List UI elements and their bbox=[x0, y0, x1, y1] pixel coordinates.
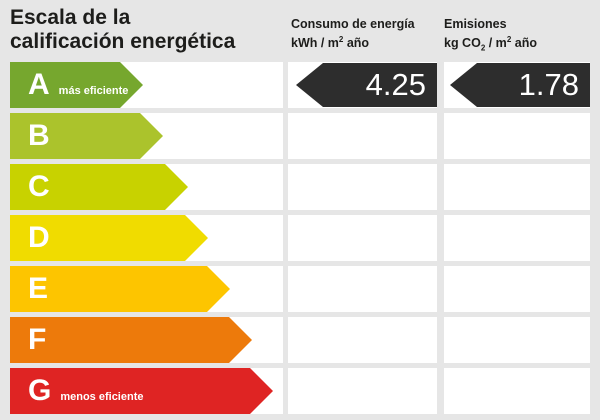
rating-row-d: D bbox=[10, 215, 590, 261]
consumo-cell-d bbox=[288, 215, 437, 261]
emisiones-column-title: Emisiones bbox=[444, 17, 507, 31]
rating-arrow-g: G menos eficiente bbox=[10, 368, 273, 414]
consumo-cell-f bbox=[288, 317, 437, 363]
emisiones-value-arrow: 1.78 bbox=[450, 63, 590, 107]
rating-letter-g: G bbox=[28, 374, 52, 407]
emisiones-column-unit: kg CO2 / m2 año bbox=[444, 35, 537, 53]
emisiones-cell-a: 1.78 bbox=[444, 62, 590, 108]
consumo-value: 4.25 bbox=[365, 67, 426, 102]
rating-note-a: más eficiente bbox=[58, 85, 129, 97]
scale-cell-e: E bbox=[10, 266, 283, 312]
emisiones-cell-d bbox=[444, 215, 590, 261]
rating-row-f: F bbox=[10, 317, 590, 363]
page-title-line2: calificación energética bbox=[10, 30, 236, 53]
emisiones-cell-f bbox=[444, 317, 590, 363]
scale-cell-g: G menos eficiente bbox=[10, 368, 283, 414]
rating-row-b: B bbox=[10, 113, 590, 159]
rating-arrow-b: B bbox=[10, 113, 163, 159]
emisiones-cell-b bbox=[444, 113, 590, 159]
rating-letter-b: B bbox=[28, 119, 50, 152]
rating-row-c: C bbox=[10, 164, 590, 210]
rating-row-a: A más eficiente 4.25 1.78 bbox=[10, 62, 590, 108]
rating-letter-e: E bbox=[28, 272, 49, 305]
rating-letter-c: C bbox=[28, 170, 50, 203]
rating-letter-f: F bbox=[28, 323, 47, 356]
rating-note-g: menos eficiente bbox=[60, 391, 144, 403]
emisiones-cell-g bbox=[444, 368, 590, 414]
consumo-value-arrow: 4.25 bbox=[296, 63, 437, 107]
scale-cell-c: C bbox=[10, 164, 283, 210]
rating-arrow-d: D bbox=[10, 215, 208, 261]
page-title-line1: Escala de la bbox=[10, 6, 131, 29]
scale-cell-f: F bbox=[10, 317, 283, 363]
scale-cell-d: D bbox=[10, 215, 283, 261]
consumo-cell-c bbox=[288, 164, 437, 210]
emisiones-column-header: Emisiones kg CO2 / m2 año bbox=[444, 17, 537, 56]
consumo-cell-a: 4.25 bbox=[288, 62, 437, 108]
page-title: Escala de la calificación energética bbox=[10, 6, 235, 54]
rating-row-g: G menos eficiente bbox=[10, 368, 590, 414]
emisiones-cell-e bbox=[444, 266, 590, 312]
consumo-cell-e bbox=[288, 266, 437, 312]
rating-letter-d: D bbox=[28, 221, 50, 254]
emisiones-value: 1.78 bbox=[518, 67, 579, 102]
rating-table: A más eficiente 4.25 1.78 B bbox=[10, 62, 590, 419]
scale-cell-a: A más eficiente bbox=[10, 62, 283, 108]
emisiones-cell-c bbox=[444, 164, 590, 210]
rating-arrow-f: F bbox=[10, 317, 252, 363]
rating-arrow-c: C bbox=[10, 164, 188, 210]
rating-arrow-a: A más eficiente bbox=[10, 62, 143, 108]
consumo-cell-g bbox=[288, 368, 437, 414]
consumo-column-unit: kWh / m2 año bbox=[291, 35, 370, 51]
consumo-column-header: Consumo de energía kWh / m2 año bbox=[291, 17, 415, 51]
rating-letter-a: A bbox=[28, 68, 50, 101]
rating-row-e: E bbox=[10, 266, 590, 312]
consumo-column-title: Consumo de energía bbox=[291, 17, 415, 31]
rating-arrow-e: E bbox=[10, 266, 230, 312]
consumo-cell-b bbox=[288, 113, 437, 159]
scale-cell-b: B bbox=[10, 113, 283, 159]
